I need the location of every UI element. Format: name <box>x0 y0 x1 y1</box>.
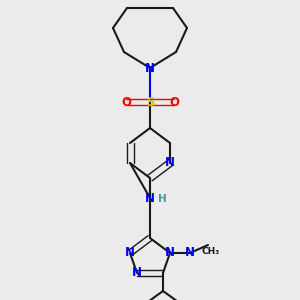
Text: O: O <box>121 95 131 109</box>
Text: N: N <box>145 191 155 205</box>
Text: S: S <box>146 95 154 109</box>
Text: N: N <box>165 157 175 169</box>
Text: N: N <box>145 61 155 74</box>
Text: N: N <box>185 247 195 260</box>
Text: N: N <box>132 266 142 280</box>
Text: H: H <box>158 194 166 204</box>
Text: N: N <box>165 247 175 260</box>
Text: CH₃: CH₃ <box>201 247 219 256</box>
Text: O: O <box>169 95 179 109</box>
Text: N: N <box>125 247 135 260</box>
